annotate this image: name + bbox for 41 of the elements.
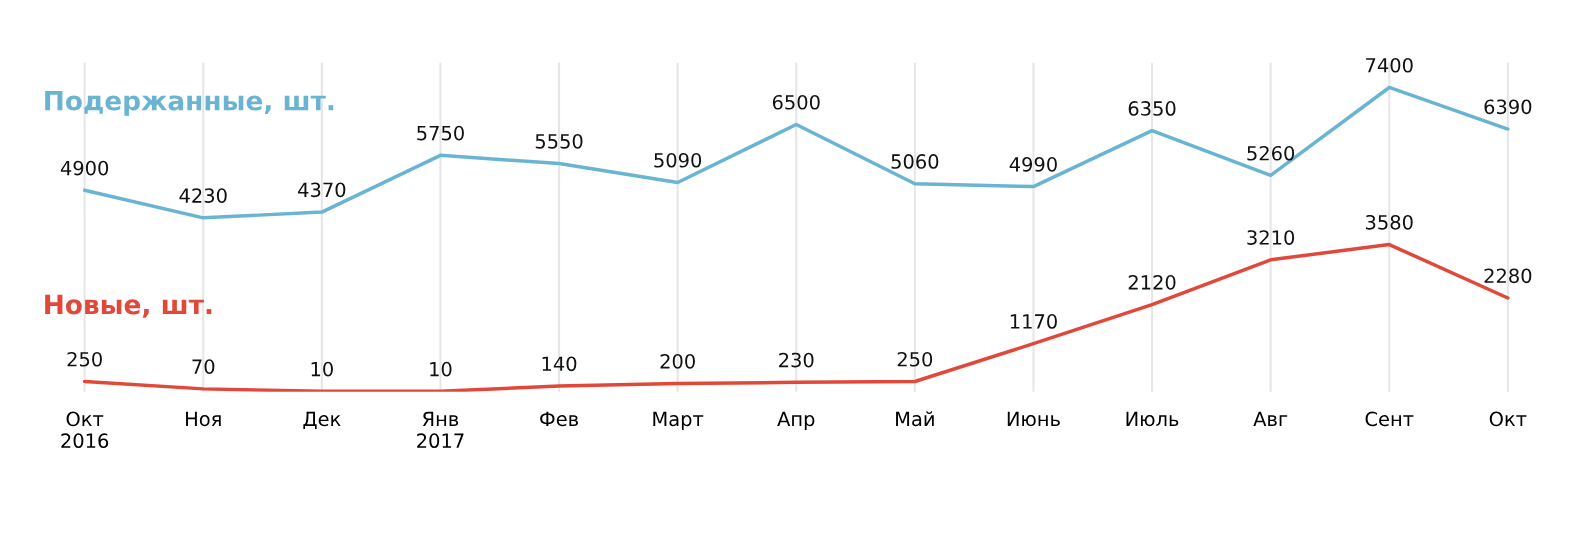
data-label: 1170 — [1010, 314, 1057, 329]
data-label: 3580 — [1365, 214, 1413, 230]
data-label: 4900 — [60, 160, 109, 176]
data-label: 2280 — [1484, 268, 1532, 284]
data-label: 2120 — [1128, 275, 1176, 290]
data-label: 250 — [897, 351, 933, 367]
x-tick-label: Апр — [777, 411, 815, 431]
data-label: 6390 — [1484, 99, 1532, 115]
data-label: 230 — [779, 352, 814, 368]
x-tick-label: Июль — [1126, 411, 1179, 427]
x-tick-label: Июнь — [1007, 411, 1060, 427]
x-tick-label: Сент — [1365, 411, 1414, 427]
text: Подержанные, шт. — [45, 90, 334, 116]
data-label: 5060 — [891, 154, 939, 169]
data-label: 5550 — [535, 133, 583, 149]
data-label: 140 — [542, 356, 577, 372]
data-label: 250 — [67, 351, 102, 367]
data-label: 10 — [311, 361, 333, 377]
data-label: 5750 — [417, 125, 464, 141]
data-label: 7400 — [1366, 57, 1413, 73]
x-tick-label: Ноя — [186, 411, 221, 427]
data-label: 5260 — [1247, 145, 1295, 161]
x-tick-label: Янв 2017 — [417, 411, 464, 449]
x-tick-label: Дек — [303, 411, 341, 430]
data-label: 4370 — [298, 182, 346, 198]
data-label: 4230 — [179, 188, 227, 203]
data-label: 10 — [430, 361, 452, 377]
data-label: 5090 — [654, 152, 702, 168]
x-tick-label: Авг — [1253, 411, 1288, 426]
data-label: 6350 — [1128, 101, 1176, 116]
data-label: 4990 — [1009, 156, 1057, 172]
data-label: 200 — [660, 353, 695, 369]
x-tick-label: Май — [896, 411, 934, 427]
x-tick-label: Март — [653, 411, 704, 431]
x-tick-label: Фев — [540, 411, 578, 427]
data-label: 70 — [192, 359, 215, 374]
data-label: 6500 — [772, 94, 820, 110]
x-tick-label: Окт — [1489, 411, 1527, 427]
data-label: 3210 — [1247, 230, 1295, 245]
x-tick-label: Окт 2016 — [61, 411, 109, 449]
text: Новые, шт. — [45, 294, 212, 318]
